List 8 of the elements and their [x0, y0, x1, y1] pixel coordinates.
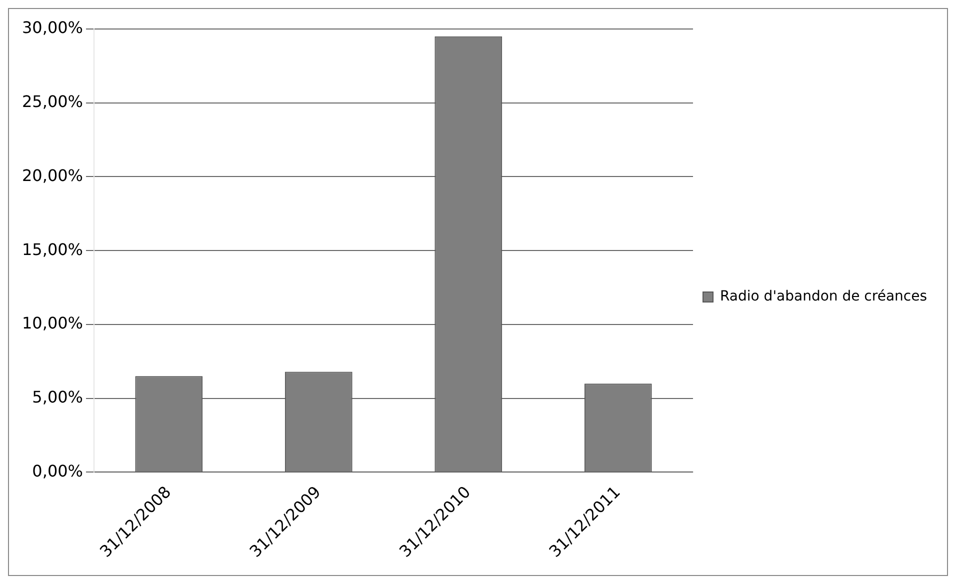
y-tick-label: 0,00%: [32, 461, 84, 480]
y-tick-label: 30,00%: [22, 18, 84, 38]
y-tick-label: 10,00%: [22, 314, 84, 333]
y-tick-label: 25,00%: [22, 92, 84, 112]
y-tick-label: 20,00%: [22, 166, 84, 185]
legend-label: Radio d'abandon de créances: [720, 288, 928, 305]
y-tick-label: 5,00%: [32, 388, 84, 406]
y-tick-label: 15,00%: [22, 240, 84, 259]
